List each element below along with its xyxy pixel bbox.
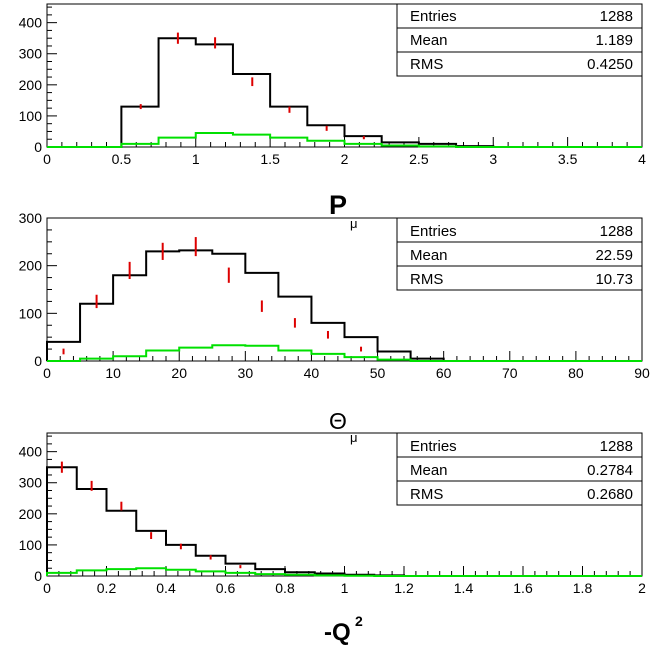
y-tick-label: 300 xyxy=(19,210,43,226)
stats-box: Entries 1288 Mean 1.189 RMS 0.4250 xyxy=(396,3,643,77)
y-tick-label: 200 xyxy=(19,77,43,93)
x-tick-label: 90 xyxy=(634,365,650,381)
y-tick-label: 100 xyxy=(19,305,43,321)
panel-3-axis-title-subscript: μ xyxy=(350,430,358,445)
x-tick-label: 1.6 xyxy=(513,580,533,596)
panel-1: 0 0.5 1 1.5 2 2.5 3 3.5 4 0 100 200 300 400 Entries 1… xyxy=(19,3,646,167)
x-tick-label: 0.5 xyxy=(112,151,132,167)
x-tick-label: 0.6 xyxy=(216,580,236,596)
x-tick-label: 20 xyxy=(171,365,187,381)
stats-mean-label: Mean xyxy=(410,32,448,49)
x-tick-label: 50 xyxy=(370,365,386,381)
stats-mean-label: Mean xyxy=(410,247,448,264)
x-tick-label: 1 xyxy=(341,580,349,596)
y-tick-label: 400 xyxy=(19,444,43,460)
x-tick-label: 0 xyxy=(43,151,51,167)
stats-entries-label: Entries xyxy=(410,223,457,240)
y-tick-label: 100 xyxy=(19,537,43,553)
histogram-background xyxy=(47,132,642,148)
histogram-background xyxy=(46,567,642,577)
histogram-total xyxy=(47,37,642,148)
x-tick-label: 0 xyxy=(43,580,51,596)
panel-3: 0 0.2 0.4 0.6 0.8 1 1.2 1.4 1.6 1.8 2 0 100 200 300 400… xyxy=(19,432,646,596)
x-tick-label: 70 xyxy=(502,365,518,381)
histogram-total xyxy=(46,249,642,362)
x-tick-label: 0.8 xyxy=(275,580,295,596)
panel-2-axis-title: P xyxy=(329,190,347,220)
stats-rms-value: 10.73 xyxy=(595,271,633,288)
x-tick-label: 1.5 xyxy=(260,151,280,167)
stats-mean-label: Mean xyxy=(410,462,448,479)
stats-entries-label: Entries xyxy=(410,8,457,25)
x-tick-label: 1.4 xyxy=(454,580,474,596)
y-tick-label: 0 xyxy=(34,568,42,584)
x-tick-label: 3 xyxy=(489,151,497,167)
stats-rms-label: RMS xyxy=(410,486,443,503)
panel-2-axis-title-subscript: μ xyxy=(350,216,358,231)
y-tick-label: 0 xyxy=(34,353,42,369)
stats-entries-value: 1288 xyxy=(600,438,633,455)
x-tick-label: 60 xyxy=(436,365,452,381)
x-tick-label: 0 xyxy=(43,365,51,381)
stats-mean-value: 22.59 xyxy=(595,247,633,264)
x-tick-label: 40 xyxy=(304,365,320,381)
stats-rms-value: 0.4250 xyxy=(587,56,633,73)
histogram-background xyxy=(47,344,642,362)
y-tick-label: 300 xyxy=(19,46,43,62)
y-tick-label: 100 xyxy=(19,108,43,124)
x-tick-label: 2.5 xyxy=(409,151,429,167)
panel-3-axis-title: Θ xyxy=(329,408,347,434)
stats-entries-value: 1288 xyxy=(600,8,633,25)
stats-box: Entries 1288 Mean 0.2784 RMS 0.2680 xyxy=(396,432,643,506)
x-tick-label: 3.5 xyxy=(558,151,578,167)
x-tick-label: 2 xyxy=(341,151,349,167)
bottom-axis-title-superscript: 2 xyxy=(355,613,363,629)
panel-2: 0 10 20 30 40 50 60 70 80 90 0 100 200 300 Entries 12… xyxy=(19,210,650,381)
stats-rms-label: RMS xyxy=(410,56,443,73)
x-tick-label: 10 xyxy=(105,365,121,381)
x-tick-label: 4 xyxy=(638,151,646,167)
x-tick-label: 0.2 xyxy=(97,580,117,596)
x-tick-label: 0.4 xyxy=(156,580,176,596)
y-tick-label: 200 xyxy=(19,506,43,522)
x-tick-label: 1.2 xyxy=(394,580,414,596)
y-tick-label: 400 xyxy=(19,15,43,31)
stats-box: Entries 1288 Mean 22.59 RMS 10.73 xyxy=(396,217,643,291)
x-tick-label: 1 xyxy=(192,151,200,167)
y-tick-label: 200 xyxy=(19,258,43,274)
bottom-axis-title: -Q xyxy=(324,619,351,646)
stats-mean-value: 0.2784 xyxy=(587,462,633,479)
x-tick-label: 1.8 xyxy=(573,580,593,596)
y-tick-label: 0 xyxy=(34,139,42,155)
x-tick-label: 30 xyxy=(238,365,254,381)
x-tick-label: 2 xyxy=(638,580,646,596)
stats-entries-label: Entries xyxy=(410,438,457,455)
stats-entries-value: 1288 xyxy=(600,223,633,240)
stats-rms-label: RMS xyxy=(410,271,443,288)
stats-rms-value: 0.2680 xyxy=(587,486,633,503)
y-tick-label: 300 xyxy=(19,475,43,491)
stats-mean-value: 1.189 xyxy=(595,32,633,49)
x-tick-label: 80 xyxy=(568,365,584,381)
